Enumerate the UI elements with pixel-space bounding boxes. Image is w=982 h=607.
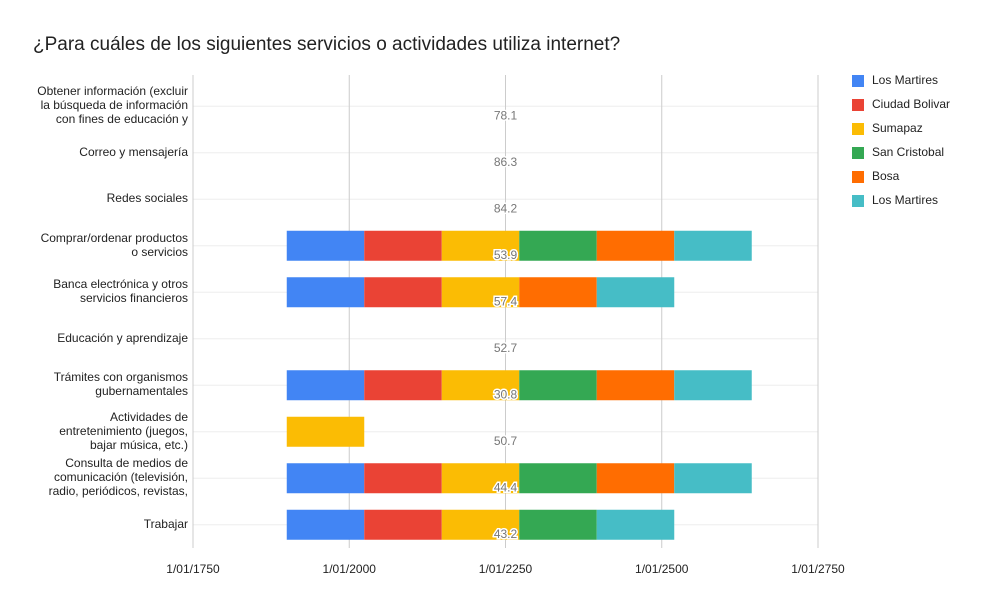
bar-segment bbox=[519, 230, 597, 261]
bar-segment bbox=[596, 463, 675, 494]
legend-label: Bosa bbox=[872, 169, 900, 183]
y-tick-label: Comprar/ordenar productos o servicios bbox=[40, 230, 188, 259]
data-label: 50.7 bbox=[494, 434, 518, 448]
bar-segment bbox=[441, 230, 520, 261]
bar-segment bbox=[519, 277, 597, 308]
bar-segment bbox=[519, 370, 597, 401]
legend-swatch bbox=[852, 75, 864, 87]
bar-segment bbox=[286, 463, 365, 494]
bar-segment bbox=[441, 509, 520, 540]
data-label: 52.7 bbox=[494, 341, 518, 355]
bar-segment bbox=[519, 463, 597, 494]
bar-segment bbox=[286, 277, 365, 308]
legend-swatch bbox=[852, 147, 864, 159]
x-tick-label: 1/01/1750 bbox=[166, 562, 220, 576]
bar-segment bbox=[286, 230, 365, 261]
legend-label: San Cristobal bbox=[872, 145, 944, 159]
data-label: 30.8 bbox=[494, 387, 518, 401]
bar-segment bbox=[364, 370, 442, 401]
data-label: 53.9 bbox=[494, 248, 518, 262]
x-tick-label: 1/01/2250 bbox=[479, 562, 533, 576]
x-tick-label: 1/01/2000 bbox=[323, 562, 377, 576]
bar-segment bbox=[364, 277, 442, 308]
y-tick-label: Trabajar bbox=[143, 516, 188, 531]
y-tick-label: Redes sociales bbox=[106, 191, 188, 206]
x-tick-label: 1/01/2750 bbox=[791, 562, 845, 576]
legend-swatch bbox=[852, 171, 864, 183]
bar-segment bbox=[519, 509, 597, 540]
legend-label: Ciudad Bolivar bbox=[872, 97, 950, 111]
legend-label: Sumapaz bbox=[872, 121, 923, 135]
bar-segment bbox=[286, 416, 365, 447]
bar-segment bbox=[364, 509, 442, 540]
bar-segment bbox=[441, 370, 520, 401]
legend-swatch bbox=[852, 99, 864, 111]
bar-segment bbox=[441, 463, 520, 494]
bar-segment bbox=[674, 230, 752, 261]
y-tick-label: Trámites con organismos gubernamentales bbox=[53, 370, 188, 399]
bar-segment bbox=[364, 230, 442, 261]
data-label: 43.2 bbox=[494, 527, 518, 541]
y-tick-label: Actividades de entretenimiento (juegos, … bbox=[59, 409, 188, 452]
legend-swatch bbox=[852, 195, 864, 207]
legend-label: Los Martires bbox=[872, 193, 938, 207]
bar-segment bbox=[441, 277, 520, 308]
bar-segment bbox=[674, 463, 752, 494]
data-label: 84.2 bbox=[494, 201, 518, 215]
chart-title: ¿Para cuáles de los siguientes servicios… bbox=[33, 34, 620, 55]
data-label: 78.1 bbox=[494, 108, 518, 122]
y-tick-label: Banca electrónica y otros servicios fina… bbox=[53, 277, 188, 306]
bar-segment bbox=[596, 230, 675, 261]
y-tick-label: Correo y mensajería bbox=[79, 144, 188, 159]
x-tick-label: 1/01/2500 bbox=[635, 562, 689, 576]
y-tick-label: Educación y aprendizaje bbox=[57, 330, 188, 345]
data-label: 86.3 bbox=[494, 155, 518, 169]
data-label: 44.4 bbox=[494, 480, 518, 494]
bar-segment bbox=[286, 509, 365, 540]
bar-segment bbox=[596, 370, 675, 401]
bar-segment bbox=[286, 370, 365, 401]
bar-segment bbox=[596, 509, 675, 540]
data-label: 57.4 bbox=[494, 294, 518, 308]
legend-swatch bbox=[852, 123, 864, 135]
y-tick-label: Obtener información (excluir la búsqueda… bbox=[37, 84, 188, 127]
legend-label: Los Martires bbox=[872, 73, 938, 87]
bar-segment bbox=[364, 463, 442, 494]
bar-segment bbox=[596, 277, 675, 308]
y-tick-label: Consulta de medios de comunicación (tele… bbox=[48, 456, 188, 499]
bar-segment bbox=[674, 370, 752, 401]
